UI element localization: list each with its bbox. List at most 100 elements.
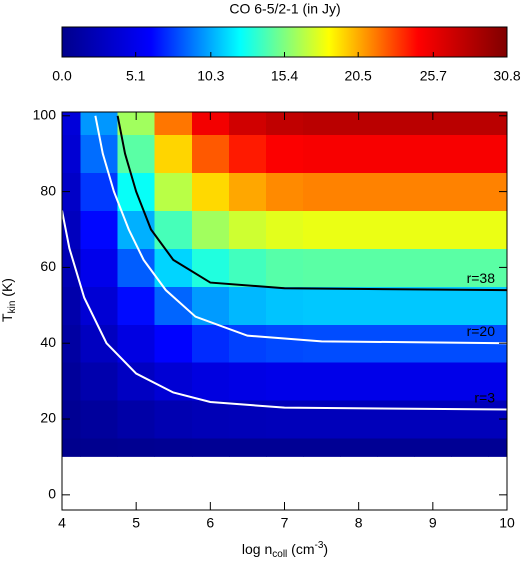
cell	[414, 248, 452, 287]
cell	[303, 134, 341, 174]
cell	[265, 210, 304, 249]
y-tick-label: 80	[40, 182, 56, 198]
cell	[340, 134, 378, 174]
cell	[451, 172, 489, 212]
y-label-main: T	[0, 313, 15, 322]
cell	[191, 210, 230, 249]
x-tick-label: 5	[132, 515, 140, 531]
cell	[414, 172, 452, 212]
x-label-close: )	[323, 541, 328, 557]
cell	[117, 437, 156, 457]
cell	[228, 248, 267, 287]
cell	[191, 134, 230, 174]
cell	[62, 172, 82, 212]
y-tick-label: 20	[40, 410, 56, 426]
colorbar-tick-label: 5.1	[126, 68, 146, 84]
cell	[451, 112, 489, 136]
cell	[414, 134, 452, 174]
cell	[62, 437, 82, 457]
x-tick-label: 10	[499, 515, 515, 531]
cell	[377, 400, 415, 439]
cell	[340, 172, 378, 212]
cell	[228, 437, 267, 457]
contour-label: r=38	[467, 270, 496, 286]
chart-title: CO 6-5/2-1 (in Jy)	[229, 1, 340, 17]
cell	[265, 134, 304, 174]
cell	[488, 134, 507, 174]
cell	[117, 362, 156, 401]
cell	[154, 172, 193, 212]
cell	[451, 362, 489, 401]
cell	[377, 210, 415, 249]
cell	[191, 362, 230, 401]
cell	[191, 286, 230, 325]
cell	[303, 210, 341, 249]
cell	[228, 134, 267, 174]
x-label-open: (cm	[287, 541, 314, 557]
cell	[154, 286, 193, 325]
cell	[154, 324, 193, 363]
cell	[303, 437, 341, 457]
cell	[80, 400, 119, 439]
cell	[414, 400, 452, 439]
cell	[340, 286, 378, 325]
x-tick-label: 4	[58, 515, 66, 531]
contour-label: r=3	[474, 389, 495, 405]
cell	[62, 362, 82, 401]
cell	[80, 172, 119, 212]
cell	[117, 112, 156, 136]
cell	[340, 362, 378, 401]
cell	[265, 437, 304, 457]
cell	[451, 248, 489, 287]
cell	[303, 286, 341, 325]
cell	[265, 362, 304, 401]
cell	[340, 324, 378, 363]
cell	[488, 286, 507, 325]
cell	[191, 400, 230, 439]
cell	[340, 112, 378, 136]
cell	[414, 210, 452, 249]
cell	[377, 248, 415, 287]
x-tick-label: 6	[206, 515, 214, 531]
cell	[228, 362, 267, 401]
cell	[80, 112, 119, 136]
cell	[265, 286, 304, 325]
cell	[303, 324, 341, 363]
cell	[377, 324, 415, 363]
cell	[191, 248, 230, 287]
cell	[117, 324, 156, 363]
cell	[414, 112, 452, 136]
cell	[265, 172, 304, 212]
cell	[377, 112, 415, 136]
cell	[228, 172, 267, 212]
y-tick-label: 0	[48, 486, 56, 502]
y-axis-label: Tkin (K)	[0, 278, 18, 322]
cell	[191, 112, 230, 136]
cell	[228, 286, 267, 325]
cell	[488, 172, 507, 212]
cell	[154, 437, 193, 457]
cell	[377, 172, 415, 212]
x-axis-label: log ncoll (cm-3)	[242, 540, 328, 560]
cell	[62, 324, 82, 363]
cell	[488, 437, 507, 457]
cell	[303, 172, 341, 212]
cell	[414, 362, 452, 401]
cell	[117, 400, 156, 439]
cell	[154, 134, 193, 174]
cell	[414, 437, 452, 457]
colorbar-tick-label: 20.5	[345, 68, 372, 84]
cell	[265, 112, 304, 136]
cell	[340, 400, 378, 439]
cell	[340, 210, 378, 249]
cell	[488, 362, 507, 401]
cell	[80, 286, 119, 325]
cell	[265, 248, 304, 287]
cell	[117, 286, 156, 325]
x-label-sup: -3	[315, 540, 324, 551]
contour-line	[116, 115, 507, 292]
cell	[303, 248, 341, 287]
x-label-sub: coll	[272, 549, 287, 560]
